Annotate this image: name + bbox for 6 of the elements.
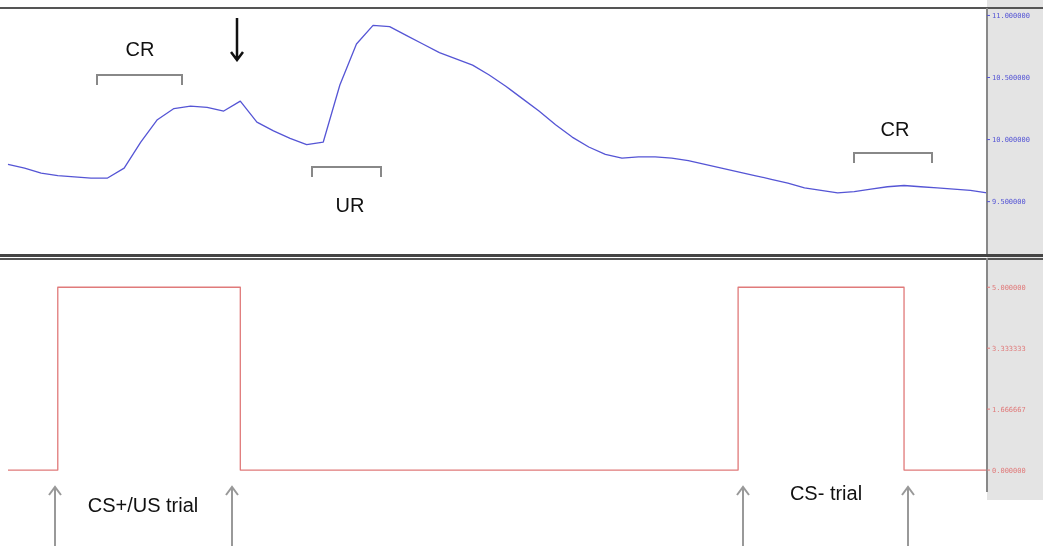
text: CS+/US trial bbox=[86, 493, 200, 518]
line-series bbox=[7, 24, 988, 194]
annotation: CS- trial bbox=[788, 481, 864, 506]
annotation: CR bbox=[879, 117, 911, 142]
annotation: UR bbox=[334, 193, 366, 218]
annotation: CR bbox=[124, 37, 156, 62]
